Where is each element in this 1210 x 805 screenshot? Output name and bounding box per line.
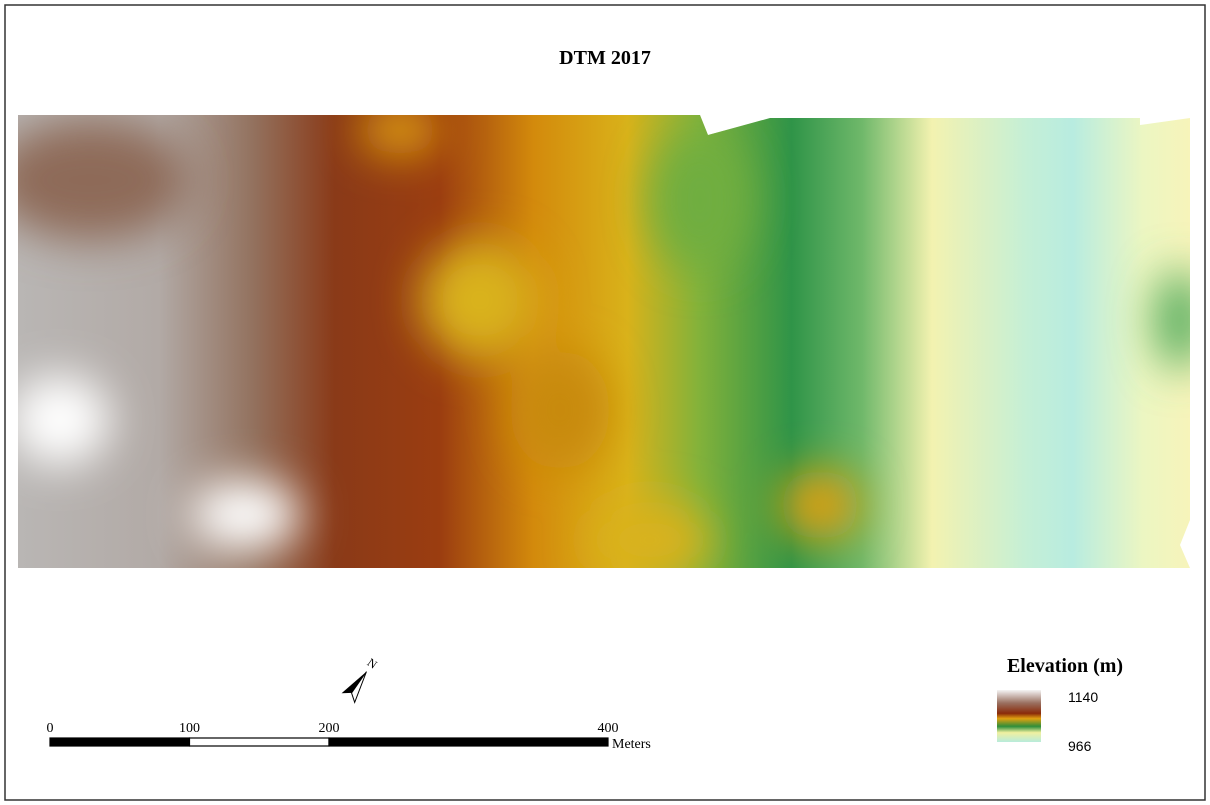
scale-segment xyxy=(329,738,608,746)
map-title: DTM 2017 xyxy=(559,47,651,69)
scale-segment xyxy=(190,738,330,746)
legend-title: Elevation (m) xyxy=(1007,655,1123,677)
scale-tick-label: 400 xyxy=(598,721,619,736)
scale-tick-label: 0 xyxy=(47,721,54,736)
scale-segment xyxy=(50,738,190,746)
elevation-raster xyxy=(0,105,1205,580)
legend-min: 966 xyxy=(1068,738,1092,754)
scale-unit: Meters xyxy=(612,737,651,752)
map-layout: DTM 2017 0100200400Meters N Elevation (m… xyxy=(0,0,1210,805)
legend-max: 1140 xyxy=(1068,689,1098,705)
scale-tick-label: 100 xyxy=(179,721,200,736)
page: DTM 2017 0100200400Meters N Elevation (m… xyxy=(0,0,1210,805)
legend-color-ramp xyxy=(997,690,1041,742)
scale-tick-label: 200 xyxy=(319,721,340,736)
